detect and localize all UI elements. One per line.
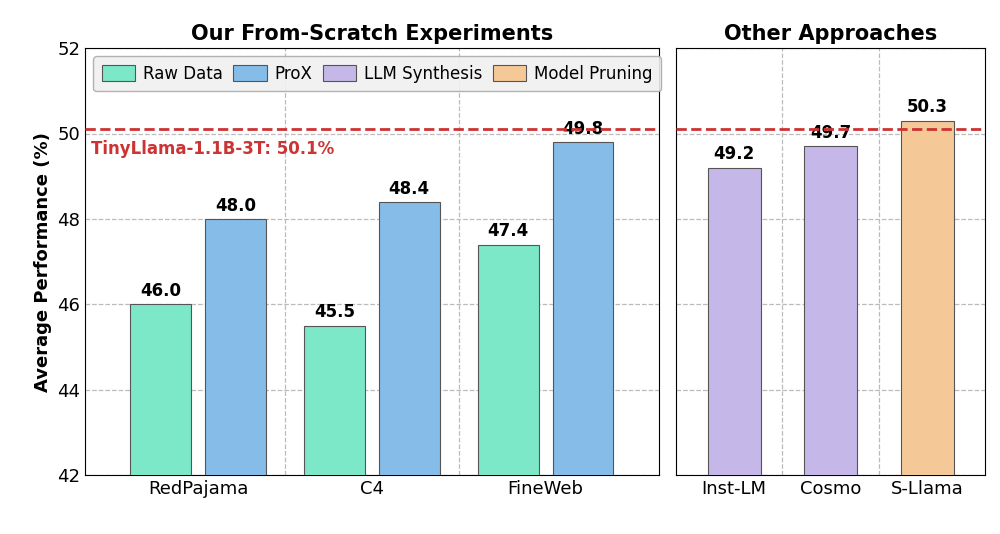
Text: 49.8: 49.8 bbox=[562, 120, 603, 138]
Bar bbox=[379, 202, 440, 534]
Text: 46.0: 46.0 bbox=[140, 282, 181, 300]
Text: 47.4: 47.4 bbox=[488, 222, 529, 240]
Legend: Raw Data, ProX, LLM Synthesis, Model Pruning: Raw Data, ProX, LLM Synthesis, Model Pru… bbox=[93, 57, 661, 91]
Text: 45.5: 45.5 bbox=[314, 303, 355, 321]
Bar bbox=[478, 245, 539, 534]
Title: Our From-Scratch Experiments: Our From-Scratch Experiments bbox=[191, 23, 553, 44]
Y-axis label: Average Performance (%): Average Performance (%) bbox=[34, 132, 52, 391]
Text: 49.7: 49.7 bbox=[810, 124, 851, 142]
Title: Other Approaches: Other Approaches bbox=[724, 23, 937, 44]
Bar bbox=[553, 142, 613, 534]
Text: 48.4: 48.4 bbox=[389, 179, 430, 198]
Bar bbox=[304, 326, 365, 534]
Text: 49.2: 49.2 bbox=[713, 145, 755, 163]
Bar bbox=[130, 304, 191, 534]
Text: TinyLlama-1.1B-3T: 50.1%: TinyLlama-1.1B-3T: 50.1% bbox=[91, 140, 334, 158]
Bar bbox=[804, 146, 857, 534]
Bar bbox=[708, 168, 761, 534]
Bar bbox=[205, 219, 266, 534]
Bar bbox=[901, 121, 954, 534]
Text: 50.3: 50.3 bbox=[907, 98, 948, 116]
Text: 48.0: 48.0 bbox=[215, 197, 256, 215]
